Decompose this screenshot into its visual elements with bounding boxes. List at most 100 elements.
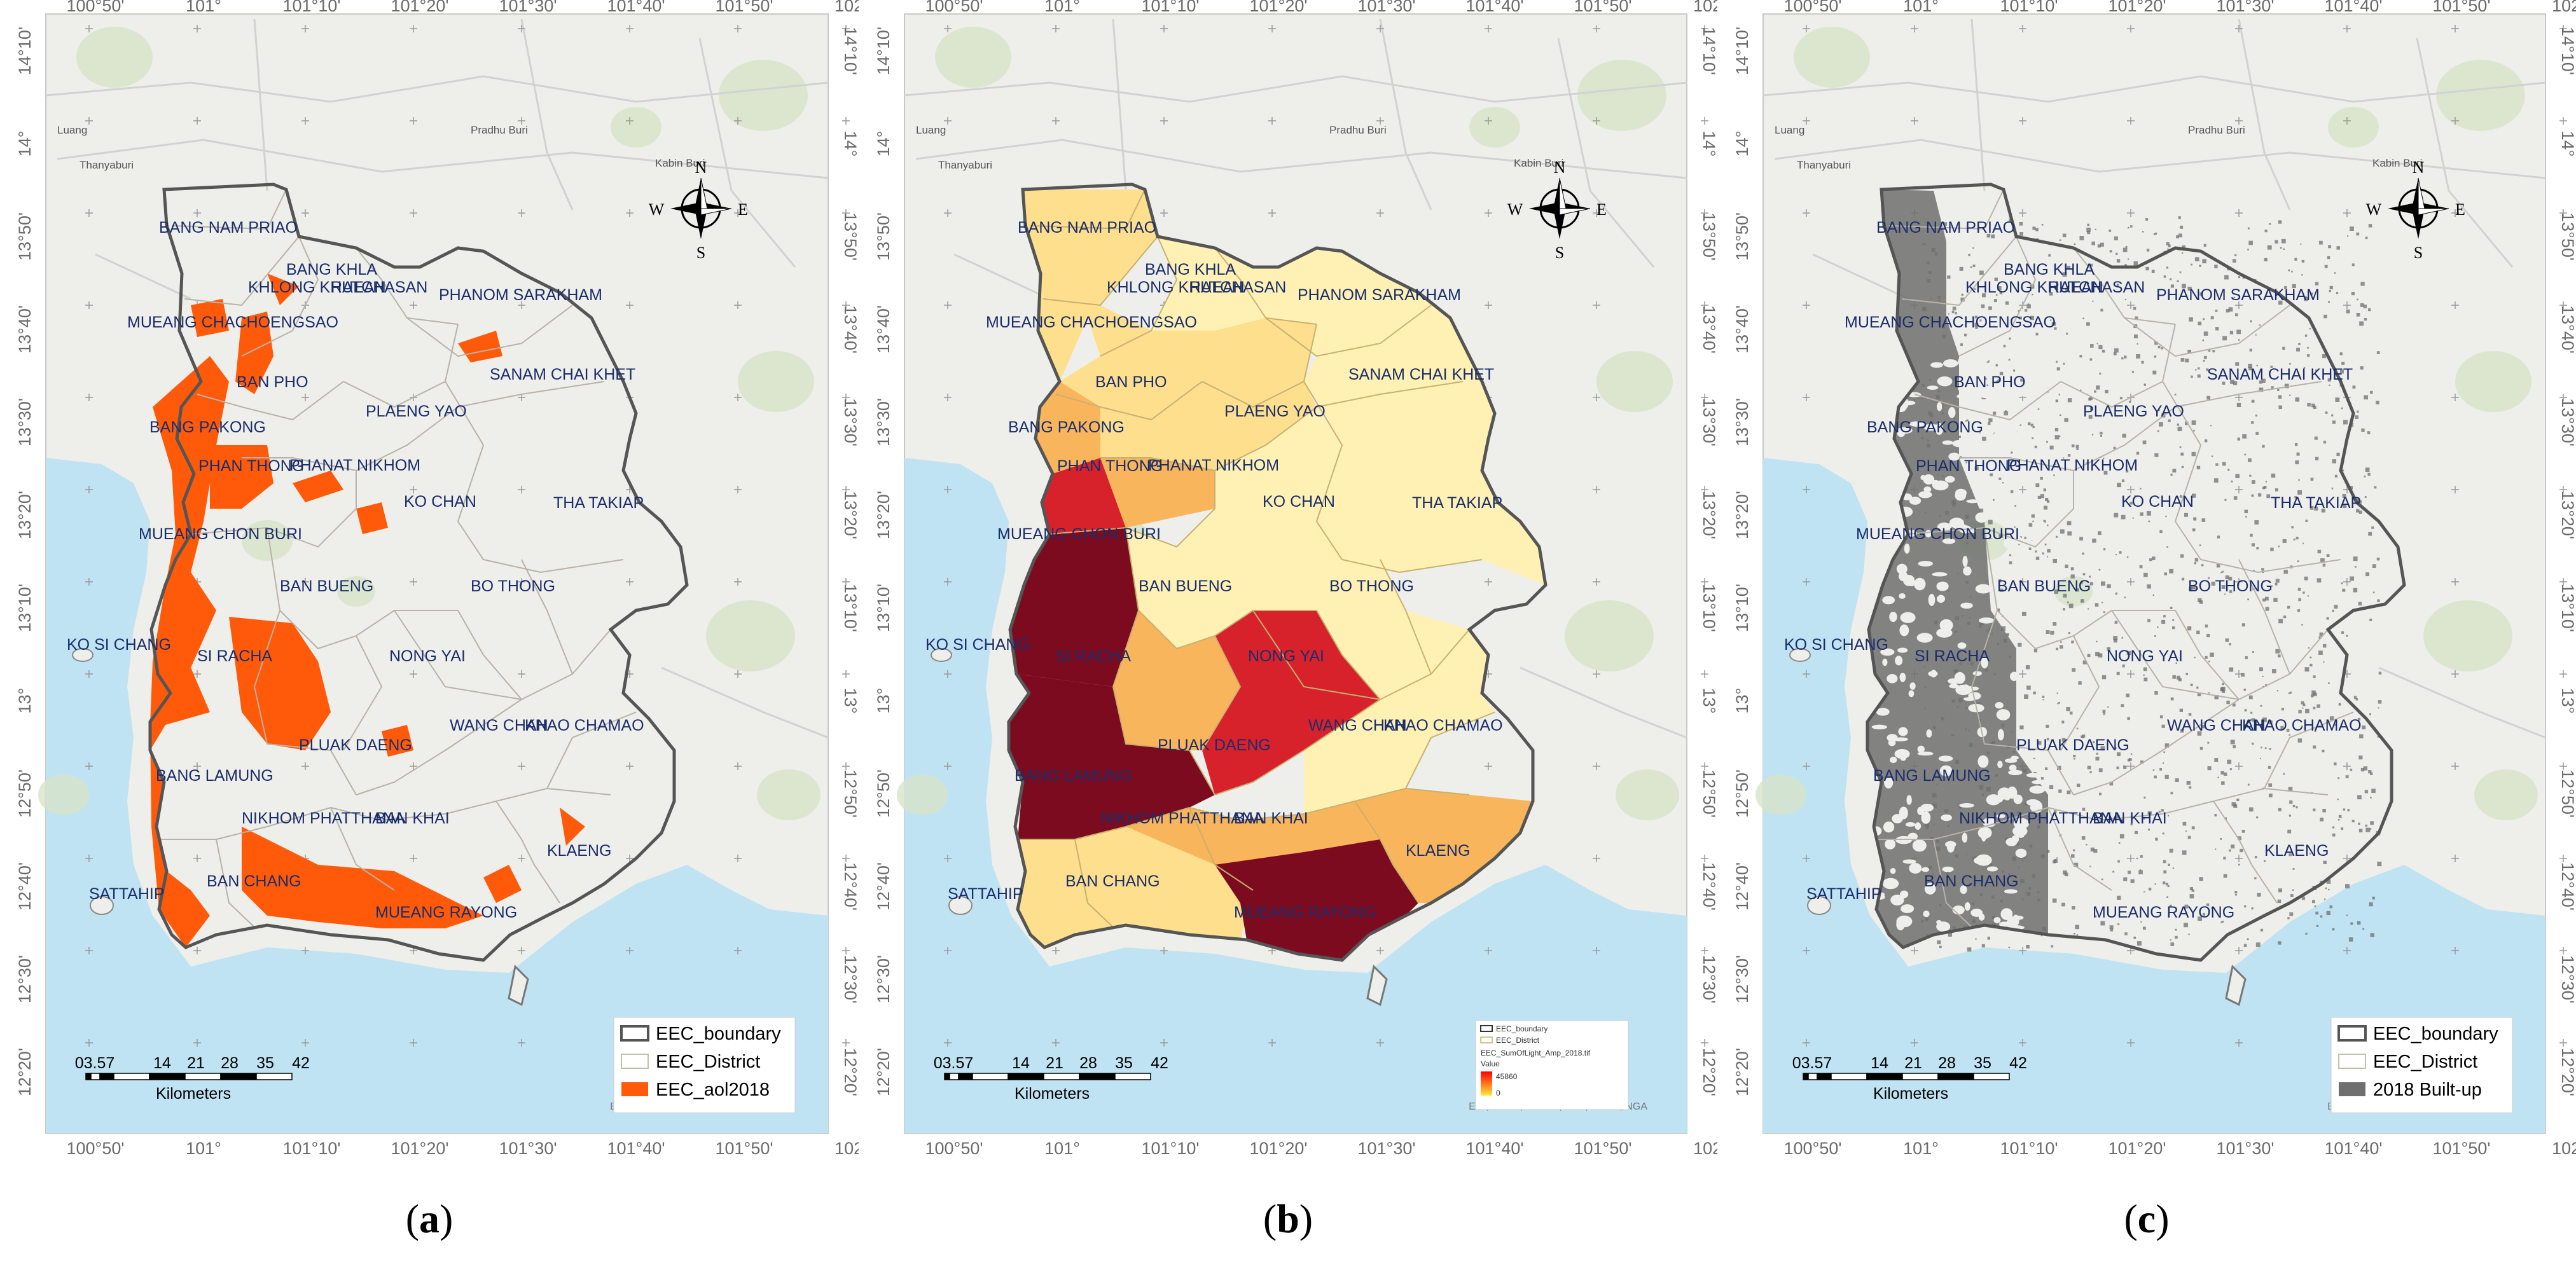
ramp-title: EEC_SumOfLight_Amp_2018.tif [1481, 1049, 1591, 1057]
place-label: Thanyaburi [938, 159, 992, 171]
graticule-cross [410, 117, 417, 125]
district-line [1984, 527, 2175, 650]
district-label: WANG CHAN [1308, 717, 1407, 734]
light-area-patch [210, 445, 274, 509]
graticule-cross [2451, 117, 2459, 125]
graticule-cross [518, 670, 525, 678]
district-choropleth [1042, 458, 1126, 534]
district-label: BAN PHO [1954, 373, 2026, 391]
graticule-cross [410, 762, 417, 770]
graticule-cross [2343, 947, 2351, 954]
district-line [1888, 189, 2004, 230]
lat-tick-label-right: 13°50' [1700, 212, 1717, 261]
district-label: PLAENG YAO [1224, 403, 1326, 420]
lon-tick-label-bottom: 101°40' [1465, 1139, 1523, 1158]
lon-tick-label-top: 101°40' [1465, 0, 1523, 15]
lat-tick-label-left: 13°30' [1733, 398, 1752, 446]
lat-tick-label-left: 12°40' [874, 862, 893, 911]
district-label: NIKHOM PHATTHANA [1959, 809, 2122, 827]
lon-tick-label-top: 101°20' [2108, 0, 2166, 15]
graticule-cross [2235, 117, 2243, 125]
graticule-cross [301, 394, 309, 401]
graticule-cross [1593, 301, 1600, 309]
district-line [356, 699, 522, 795]
graticule-cross [626, 578, 634, 586]
lat-tick-label-right: 13°40' [2558, 305, 2576, 354]
graticule-cross [2235, 578, 2243, 586]
lon-tick-label-bottom: 101°20' [391, 1139, 448, 1158]
lat-tick-label-right: 13°30' [1700, 398, 1717, 446]
lon-tick-label-bottom: 101°10' [1141, 1139, 1199, 1158]
lat-tick-label-left: 13°40' [15, 305, 34, 354]
district-line [546, 712, 637, 789]
graticule-cross [1593, 394, 1600, 401]
lat-tick-label-right: 12°30' [2558, 955, 2576, 1003]
road-line [1812, 253, 1909, 300]
graticule-cross [1803, 117, 1810, 125]
graticule-cross [1052, 947, 1060, 954]
legend-label: EEC_District [656, 1052, 760, 1072]
scale-tick-label: 35 [256, 1054, 274, 1072]
graticule-cross [944, 762, 952, 770]
lon-tick-label-top: 101°10' [1141, 0, 1199, 15]
district-label: PHANOM SARAKHAM [1298, 286, 1461, 304]
graticule-cross [518, 578, 525, 586]
lat-tick-label-left: 13°10' [15, 584, 34, 632]
map-svg: Luang Thanyaburi Pradhu Buri Kabin Buri BANG… [15, 0, 859, 1158]
graticule-cross [2559, 855, 2567, 862]
graticule-cross [1268, 209, 1276, 217]
graticule-cross [2451, 947, 2459, 954]
panel-caption: (a) [0, 1195, 859, 1242]
district-line [2073, 247, 2176, 325]
district-label: MUEANG RAYONG [2093, 904, 2234, 921]
district-line [330, 807, 395, 891]
graticule-cross [842, 301, 850, 309]
terrain-patch [1794, 27, 1870, 88]
lat-tick-label-left: 12°50' [15, 769, 34, 818]
district-label: SI RACHA [1056, 647, 1131, 665]
district-label: KHLONG KHUEAN [248, 279, 386, 296]
graticule-cross [1803, 394, 1810, 401]
scale-tick-label: 03.57 [934, 1054, 974, 1072]
district-label: KO SI CHANG [925, 636, 1030, 654]
district-label: BAN KHAI [2093, 809, 2167, 827]
road-line [1379, 18, 1432, 210]
lat-tick-label-right: 13°10' [841, 584, 859, 632]
graticule-cross [2559, 394, 2567, 401]
district-line [184, 236, 300, 306]
scale-bar: 03.57 14 21 28 35 42 Kilometers [934, 1054, 1168, 1103]
graticule-cross [410, 1039, 417, 1047]
district-label: MUEANG CHON BURI [1856, 525, 2019, 543]
lat-tick-label-right: 13° [2558, 688, 2576, 714]
district-choropleth [1023, 189, 1158, 331]
district-line [267, 527, 458, 650]
road-line [520, 18, 574, 210]
lon-tick-label-top: 101°30' [1357, 0, 1415, 15]
district-label: BAN PHO [237, 373, 308, 391]
graticule-cross [1701, 855, 1708, 862]
district-choropleth [1100, 458, 1215, 528]
scale-tick-label: 21 [1046, 1054, 1063, 1072]
terrain-patch [2054, 576, 2093, 607]
graticule-cross [2559, 578, 2567, 586]
lon-tick-label-top: 101°20' [391, 0, 448, 15]
graticule-cross [842, 578, 850, 586]
builtup-speckle [1921, 216, 2382, 952]
district-line [1380, 559, 1432, 675]
compass-letter: S [1555, 244, 1564, 262]
district-line [241, 236, 319, 357]
light-area-patch [293, 471, 343, 502]
scale-tick-label: 14 [1012, 1054, 1030, 1072]
district-line [1876, 787, 2329, 840]
district-label: KLAENG [2264, 842, 2329, 860]
graticule-cross [1376, 209, 1384, 217]
scale-tick-label: 42 [1151, 1054, 1168, 1072]
graticule-cross [1701, 762, 1708, 770]
lon-tick-label-top: 101°20' [1249, 0, 1307, 15]
district-line [2060, 635, 2100, 751]
graticule-cross [1485, 947, 1492, 954]
graticule-cross [1160, 947, 1168, 954]
graticule-cross [2127, 25, 2135, 32]
compass-letter: E [1596, 200, 1607, 219]
district-line [343, 324, 459, 408]
